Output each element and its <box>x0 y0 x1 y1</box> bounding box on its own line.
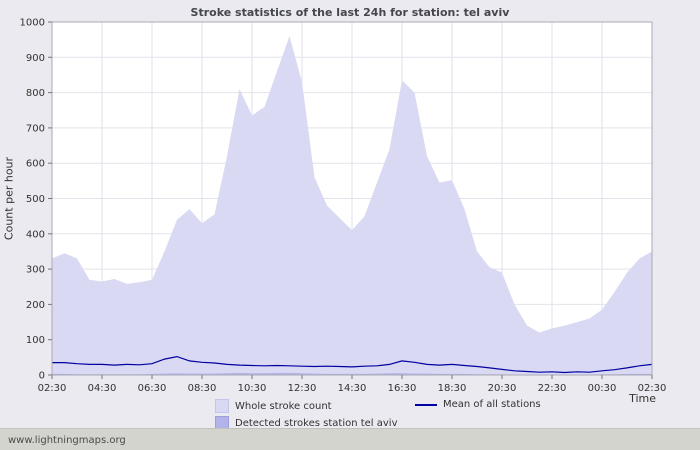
stroke-chart: 0 100 200 300 400 500 600 700 800 900 1000 02:30 04:… <box>20 18 667 395</box>
svg-text:02:30: 02:30 <box>638 383 667 394</box>
svg-text:900: 900 <box>26 53 45 64</box>
svg-text:1000: 1000 <box>20 18 45 29</box>
svg-text:22:30: 22:30 <box>538 383 567 394</box>
svg-text:10:30: 10:30 <box>238 383 267 394</box>
x-axis-label: Time <box>629 392 656 405</box>
svg-text:800: 800 <box>26 88 45 99</box>
whole-stroke-count-swatch-icon <box>215 399 229 413</box>
lightningmaps-link[interactable]: www.lightningmaps.org <box>8 434 126 446</box>
svg-text:02:30: 02:30 <box>38 383 67 394</box>
svg-text:0: 0 <box>39 371 45 382</box>
svg-text:08:30: 08:30 <box>188 383 217 394</box>
svg-text:12:30: 12:30 <box>288 383 317 394</box>
legend-label: Detected strokes station tel aviv <box>235 417 398 429</box>
svg-text:20:30: 20:30 <box>488 383 517 394</box>
svg-text:700: 700 <box>26 123 45 134</box>
legend-item-mean-of-all-stations: Mean of all stations <box>415 399 541 410</box>
footer-bar: www.lightningmaps.org <box>0 428 700 450</box>
chart-title: Stroke statistics of the last 24h for st… <box>190 6 510 19</box>
svg-text:200: 200 <box>26 300 45 311</box>
legend-label: Mean of all stations <box>443 399 541 410</box>
y-axis-label: Count per hour <box>2 156 16 241</box>
svg-text:18:30: 18:30 <box>438 383 467 394</box>
svg-text:00:30: 00:30 <box>588 383 617 394</box>
legend-item-detected-strokes: Detected strokes station tel aviv <box>215 416 398 430</box>
svg-text:14:30: 14:30 <box>338 383 367 394</box>
svg-text:600: 600 <box>26 159 45 170</box>
svg-text:100: 100 <box>26 335 45 346</box>
mean-line-swatch-icon <box>415 403 437 406</box>
legend-item-whole-stroke-count: Whole stroke count <box>215 399 332 413</box>
svg-text:400: 400 <box>26 229 45 240</box>
svg-text:06:30: 06:30 <box>138 383 167 394</box>
svg-text:04:30: 04:30 <box>88 383 117 394</box>
legend-label: Whole stroke count <box>235 400 332 412</box>
svg-text:300: 300 <box>26 265 45 276</box>
svg-text:16:30: 16:30 <box>388 383 417 394</box>
svg-text:500: 500 <box>26 194 45 205</box>
